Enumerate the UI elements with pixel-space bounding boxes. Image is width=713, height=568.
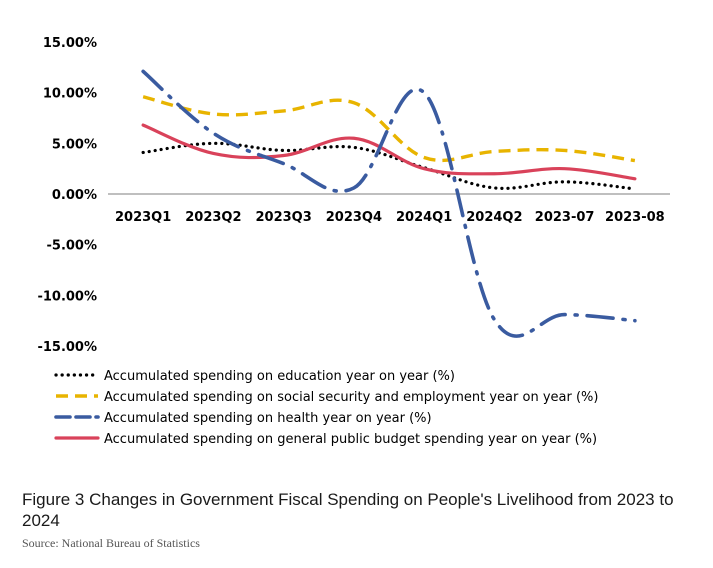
y-tick-label: 10.00% xyxy=(43,87,97,102)
line-chart: 15.00% 10.00% 5.00% 0.00% -5.00% -10.00% -15.0… xyxy=(37,36,670,447)
x-tick-label: 2023-07 xyxy=(535,210,595,225)
y-tick-label: -10.00% xyxy=(37,289,97,304)
y-tick-label: -15.00% xyxy=(37,340,97,355)
legend: Accumulated spending on education year o… xyxy=(54,369,598,447)
legend-label: Accumulated spending on general public b… xyxy=(104,432,597,447)
legend-label: Accumulated spending on social security … xyxy=(104,390,598,405)
legend-label: Accumulated spending on health year on y… xyxy=(104,411,432,426)
series-line xyxy=(141,69,637,338)
y-tick-label: -5.00% xyxy=(47,239,98,254)
series-line xyxy=(141,141,637,191)
y-tick-label: 5.00% xyxy=(52,137,97,152)
x-tick-label: 2023-08 xyxy=(605,210,665,225)
series-lines xyxy=(141,69,637,338)
series-line xyxy=(141,123,637,181)
x-tick-label: 2023Q2 xyxy=(185,210,241,225)
legend-label: Accumulated spending on education year o… xyxy=(104,369,455,384)
x-tick-label: 2023Q1 xyxy=(115,210,171,225)
x-axis-tick-labels: 2023Q1 2023Q2 2023Q3 2023Q4 2024Q1 2024Q2 2023… xyxy=(115,210,665,225)
source-note: Source: National Bureau of Statistics xyxy=(22,536,200,550)
series-line xyxy=(142,95,636,163)
figure-caption: Figure 3 Changes in Government Fiscal Sp… xyxy=(22,490,674,530)
x-tick-label: 2024Q1 xyxy=(396,210,452,225)
x-tick-label: 2024Q2 xyxy=(466,210,522,225)
x-tick-label: 2023Q4 xyxy=(326,210,382,225)
y-tick-label: 0.00% xyxy=(52,188,97,203)
y-tick-label: 15.00% xyxy=(43,36,97,51)
y-axis-tick-labels: 15.00% 10.00% 5.00% 0.00% -5.00% -10.00% -15.0… xyxy=(37,36,97,355)
x-tick-label: 2023Q3 xyxy=(255,210,311,225)
